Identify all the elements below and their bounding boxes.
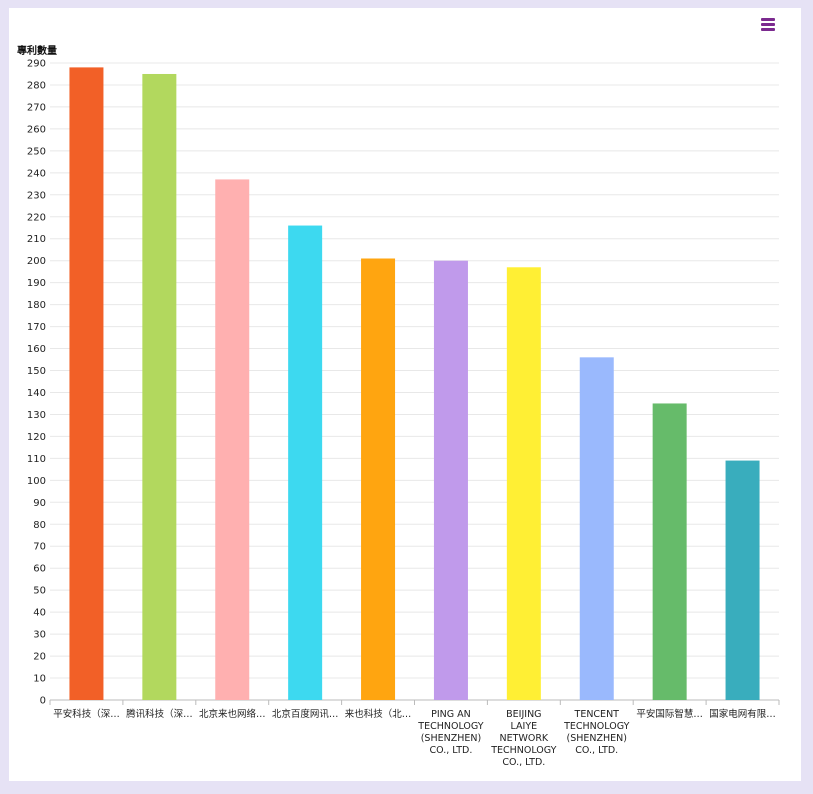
- x-category-label: 平安国际智慧…: [636, 708, 703, 720]
- y-tick-label: 90: [33, 498, 46, 509]
- y-tick-label: 180: [27, 300, 46, 311]
- y-tick-label: 170: [27, 322, 46, 333]
- bar[interactable]: [433, 260, 468, 700]
- y-tick-label: 120: [27, 432, 46, 443]
- x-category-label: 国家电网有限…: [709, 708, 776, 720]
- bar[interactable]: [142, 73, 177, 700]
- bar[interactable]: [361, 258, 396, 700]
- x-category-label: 腾讯科技（深…: [126, 708, 193, 720]
- y-tick-label: 0: [40, 696, 46, 707]
- y-tick-label: 230: [27, 190, 46, 201]
- y-tick-label: 70: [33, 542, 46, 553]
- y-tick-label: 150: [27, 366, 46, 377]
- y-tick-label: 250: [27, 146, 46, 157]
- bar[interactable]: [69, 67, 104, 700]
- y-axis-label: 專利數量: [17, 44, 57, 57]
- bar[interactable]: [288, 225, 323, 700]
- x-category-label: TENCENT TECHNOLOGY (SHENZHEN) CO., LTD.: [563, 709, 629, 756]
- x-category-label: 来也科技（北…: [345, 708, 412, 720]
- y-tick-label: 260: [27, 124, 46, 135]
- y-tick-label: 110: [27, 454, 46, 465]
- chart-card: 0 10 20 30 40 50 60 70 80 90 100 110 120 130 140 150 160…: [9, 8, 801, 781]
- y-tick-label: 10: [33, 674, 46, 685]
- y-tick-label: 240: [27, 168, 46, 179]
- x-category-label: 北京来也网络…: [199, 708, 266, 720]
- y-tick-label: 100: [27, 476, 46, 487]
- bar-chart: 0 10 20 30 40 50 60 70 80 90 100 110 120 130 140 150 160…: [17, 44, 780, 768]
- y-tick-label: 30: [33, 630, 46, 641]
- bar[interactable]: [725, 460, 760, 700]
- y-tick-label: 160: [27, 344, 46, 355]
- y-tick-label: 200: [27, 256, 46, 267]
- y-tick-label: 20: [33, 652, 46, 663]
- y-tick-label: 130: [27, 410, 46, 421]
- y-tick-label: 290: [27, 59, 46, 70]
- y-tick-label: 50: [33, 586, 46, 597]
- y-tick-label: 270: [27, 102, 46, 113]
- y-tick-label: 210: [27, 234, 46, 245]
- bar[interactable]: [652, 403, 687, 700]
- bar[interactable]: [506, 267, 541, 700]
- y-tick-label: 140: [27, 388, 46, 399]
- x-category-label: BEIJING LAIYE NETWORK TECHNOLOGY CO., LTD.: [490, 709, 556, 768]
- bar[interactable]: [215, 179, 250, 700]
- y-tick-label: 40: [33, 608, 46, 619]
- bar[interactable]: [579, 357, 614, 700]
- y-tick-label: 280: [27, 80, 46, 91]
- x-category-label: 北京百度网讯…: [272, 708, 339, 720]
- y-tick-label: 60: [33, 564, 46, 575]
- y-tick-label: 190: [27, 278, 46, 289]
- x-category-label: PING AN TECHNOLOGY (SHENZHEN) CO., LTD.: [417, 709, 483, 756]
- y-tick-label: 220: [27, 212, 46, 223]
- y-tick-label: 80: [33, 520, 46, 531]
- hamburger-menu-icon[interactable]: [761, 18, 777, 32]
- x-category-label: 平安科技（深…: [53, 708, 120, 720]
